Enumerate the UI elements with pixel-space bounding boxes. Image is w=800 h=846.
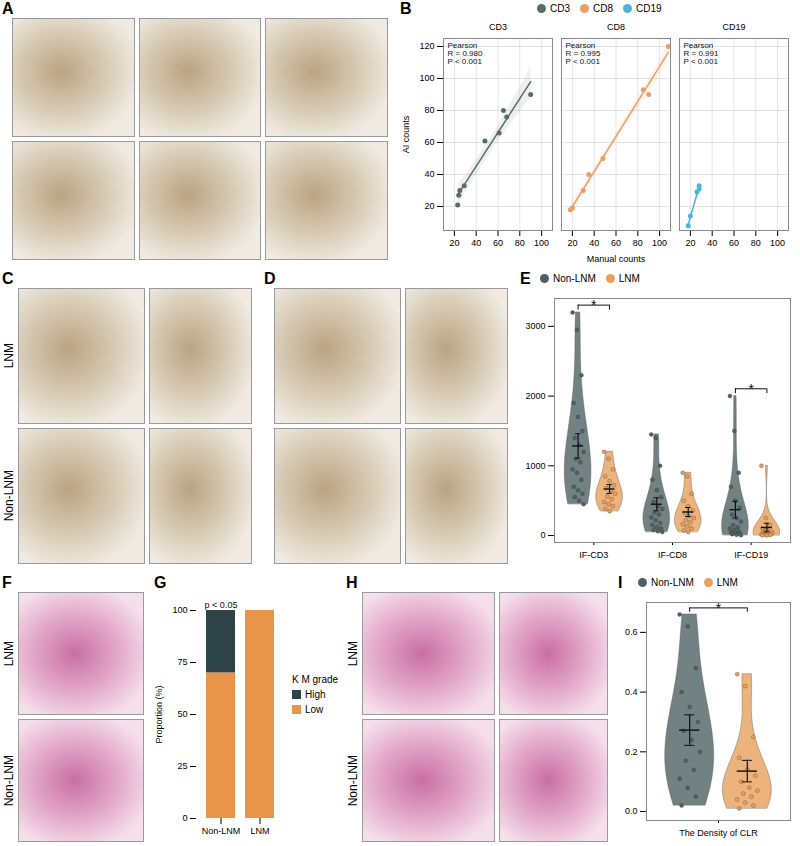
- svg-text:IF-CD3: IF-CD3: [579, 550, 608, 560]
- svg-text:75: 75: [177, 657, 187, 667]
- svg-text:AI counts: AI counts: [401, 115, 411, 153]
- svg-text:25: 25: [177, 761, 187, 771]
- svg-text:CD8: CD8: [607, 22, 625, 32]
- svg-text:60: 60: [493, 238, 503, 248]
- svg-text:20: 20: [685, 238, 695, 248]
- svg-text:1000: 1000: [525, 461, 545, 471]
- svg-text:40: 40: [707, 238, 717, 248]
- html-text:CD19: CD19: [636, 3, 662, 14]
- html-text:High: High: [305, 689, 326, 700]
- html-text:CD8: CD8: [593, 3, 613, 14]
- svg-text:40: 40: [589, 238, 599, 248]
- svg-text:100: 100: [419, 73, 434, 83]
- svg-text:40: 40: [424, 169, 434, 179]
- svg-text:80: 80: [751, 238, 761, 248]
- html-text:H: H: [346, 574, 358, 591]
- svg-text:3000: 3000: [525, 321, 545, 331]
- svg-text:100: 100: [770, 238, 785, 248]
- svg-text:80: 80: [633, 238, 643, 248]
- svg-text:100: 100: [534, 238, 549, 248]
- svg-text:60: 60: [729, 238, 739, 248]
- html-text:LNM: LNM: [618, 273, 640, 284]
- svg-text:20: 20: [449, 238, 459, 248]
- svg-text:60: 60: [424, 137, 434, 147]
- html-text:Non-LNM: Non-LNM: [2, 470, 16, 522]
- html-text:Non-LNM: Non-LNM: [346, 754, 360, 807]
- html-text:Non-LNM: Non-LNM: [651, 577, 694, 588]
- html-text:Non-LNM: Non-LNM: [2, 754, 16, 807]
- svg-text:2000: 2000: [525, 391, 545, 401]
- svg-text:Proportion (%): Proportion (%): [154, 685, 164, 743]
- html-text:CD3: CD3: [550, 3, 570, 14]
- svg-text:20: 20: [567, 238, 577, 248]
- html-text:B: B: [400, 0, 412, 17]
- svg-text:40: 40: [471, 238, 481, 248]
- svg-text:50: 50: [177, 709, 187, 719]
- svg-text:80: 80: [424, 105, 434, 115]
- html-text:Low: Low: [305, 704, 324, 715]
- html-text:LNM: LNM: [716, 577, 738, 588]
- svg-text:PearsonR = 0.995P < 0.001: PearsonR = 0.995P < 0.001: [566, 41, 601, 66]
- svg-text:p < 0.05: p < 0.05: [205, 600, 238, 610]
- svg-text:The Density of CLR: The Density of CLR: [679, 828, 758, 838]
- svg-text:80: 80: [515, 238, 525, 248]
- html-text:D: D: [264, 270, 276, 287]
- svg-text:0.2: 0.2: [625, 747, 638, 757]
- svg-text:CD19: CD19: [722, 22, 745, 32]
- html-text:A: A: [2, 0, 14, 17]
- svg-text:CD3: CD3: [489, 22, 507, 32]
- svg-text:0.4: 0.4: [625, 687, 638, 697]
- svg-text:Non-LNM: Non-LNM: [202, 826, 241, 836]
- svg-text:IF-CD19: IF-CD19: [734, 550, 768, 560]
- html-text:I: I: [618, 574, 623, 591]
- svg-text:0.6: 0.6: [625, 627, 638, 637]
- html-text:LNM: LNM: [346, 640, 360, 667]
- svg-text:60: 60: [611, 238, 621, 248]
- svg-text:Manual counts: Manual counts: [587, 254, 646, 264]
- html-text:C: C: [2, 270, 14, 287]
- html-text:K M grade: K M grade: [292, 674, 339, 685]
- svg-text:PearsonR = 0.980P < 0.001: PearsonR = 0.980P < 0.001: [448, 41, 483, 66]
- svg-text:LNM: LNM: [250, 826, 269, 836]
- svg-text:100: 100: [652, 238, 667, 248]
- html-text:Non-LNM: Non-LNM: [553, 273, 596, 284]
- svg-text:20: 20: [424, 201, 434, 211]
- svg-text:0.0: 0.0: [625, 806, 638, 816]
- svg-text:IF-CD8: IF-CD8: [658, 550, 687, 560]
- html-text:F: F: [2, 574, 12, 591]
- svg-text:PearsonR = 0.991P < 0.001: PearsonR = 0.991P < 0.001: [684, 41, 719, 66]
- html-text:LNM: LNM: [2, 343, 16, 369]
- svg-text:*: *: [716, 600, 722, 616]
- svg-text:*: *: [748, 381, 754, 397]
- svg-text:0: 0: [540, 530, 545, 540]
- html-text:E: E: [520, 270, 531, 287]
- svg-text:120: 120: [419, 41, 434, 51]
- html-text:LNM: LNM: [2, 640, 16, 667]
- svg-text:*: *: [591, 297, 597, 313]
- svg-text:0: 0: [182, 813, 187, 823]
- svg-text:100: 100: [172, 605, 187, 615]
- html-text:G: G: [154, 574, 167, 591]
